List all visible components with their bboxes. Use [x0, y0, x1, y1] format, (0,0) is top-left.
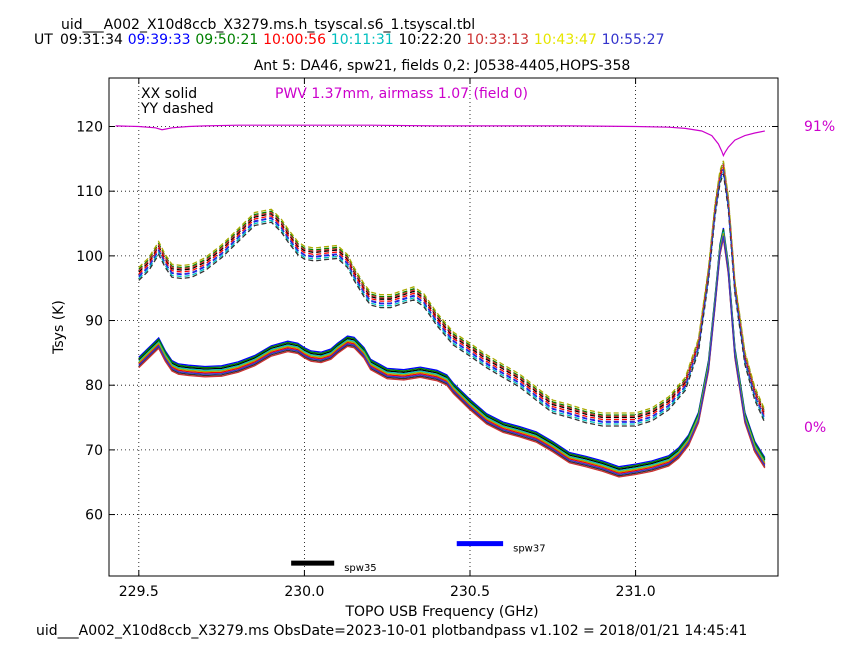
xx-series-6	[138, 238, 766, 478]
y-tick-label-5: 110	[76, 184, 103, 200]
x-axis-label: TOPO USB Frequency (GHz)	[344, 604, 538, 620]
pwv-label: PWV 1.37mm, airmass 1.07 (field 0)	[275, 86, 528, 102]
ut-time-6: 10:33:13	[466, 32, 529, 48]
y-tick-label-1: 70	[85, 443, 103, 459]
grid-lines	[109, 78, 778, 576]
yy-series-7	[138, 160, 766, 414]
xx-series-3	[138, 234, 766, 474]
yy-series-8	[138, 168, 766, 423]
yy-series-6	[138, 163, 766, 417]
plot-frame	[108, 77, 779, 577]
ut-time-8: 10:55:27	[602, 32, 665, 48]
legend-xx: XX solid	[141, 86, 197, 102]
atm-percent-top: 91%	[804, 119, 835, 135]
ut-time-4: 10:11:31	[331, 32, 394, 48]
y-tick-label-2: 80	[85, 378, 103, 394]
y-tick-label-0: 60	[85, 508, 103, 524]
footer-text: uid___A002_X10d8ccb_X3279.ms ObsDate=202…	[36, 623, 747, 639]
ut-time-5: 10:22:20	[399, 32, 462, 48]
ut-time-2: 09:50:21	[195, 32, 258, 48]
ut-time-1: 09:39:33	[128, 32, 191, 48]
ut-time-3: 10:00:56	[263, 32, 326, 48]
xx-series-8	[138, 235, 766, 476]
y-tick-label-6: 120	[76, 120, 103, 136]
spw37-label: spw37	[513, 544, 545, 555]
xx-series-1	[138, 227, 766, 468]
yy-series-5	[138, 173, 766, 427]
ut-time-7: 10:43:47	[534, 32, 597, 48]
yy-series-2	[138, 162, 766, 416]
yy-series-0	[138, 165, 766, 419]
x-tick-label-2: 230.5	[450, 584, 490, 600]
xx-series-5	[138, 236, 766, 477]
legend-yy: YY dashed	[140, 101, 214, 117]
axis-ticks: 229.5 230.0 230.5 231.0 60 70 80 90 100 110 120	[76, 78, 778, 600]
xx-series-0	[138, 230, 766, 470]
spw35-label: spw35	[344, 563, 376, 574]
y-tick-label-4: 100	[76, 249, 103, 265]
xx-series-2	[138, 229, 766, 469]
atm-percent-bottom: 0%	[804, 420, 826, 436]
ut-label: UT	[34, 32, 53, 48]
ut-time-row: UT 09:31:34 09:39:33 09:50:21 10:00:56 10:11…	[34, 32, 664, 48]
ut-time-0: 09:31:34	[60, 32, 123, 48]
curves	[115, 124, 766, 478]
y-tick-label-3: 90	[85, 314, 103, 330]
x-tick-label-3: 231.0	[616, 584, 656, 600]
spw-markers: spw35 spw37	[291, 541, 546, 574]
xx-series-7	[138, 233, 766, 473]
chart-title: Ant 5: DA46, spw21, fields 0,2: J0538-44…	[254, 58, 631, 74]
x-tick-label-1: 230.0	[284, 584, 324, 600]
xx-series-4	[138, 231, 766, 472]
file-title: uid___A002_X10d8ccb_X3279.ms.h_tsyscal.s…	[61, 17, 475, 33]
atmosphere-transmission-line	[115, 124, 765, 158]
y-axis-label: Tsys (K)	[51, 300, 67, 355]
x-tick-label-0: 229.5	[119, 584, 159, 600]
